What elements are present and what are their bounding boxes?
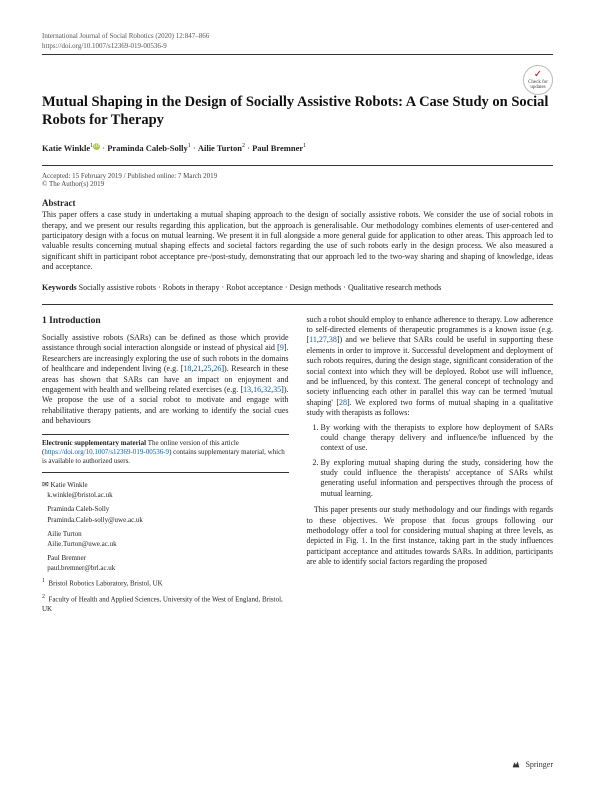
email-3[interactable]: Ailie.Turton@uwe.ac.uk <box>47 540 116 548</box>
article-title: Mutual Shaping in the Design of Socially… <box>42 93 553 129</box>
cite-38[interactable]: 38 <box>329 335 337 344</box>
author-2: Praminda Caleb-Solly <box>107 143 188 153</box>
abstract-heading: Abstract <box>42 198 553 208</box>
cite-32[interactable]: 32 <box>263 385 271 394</box>
abstract-text: This paper offers a case study in undert… <box>42 210 553 272</box>
author-4: Paul Bremner <box>252 143 303 153</box>
contact-box: ✉ Katie Winkle k.winkle@bristol.ac.uk Pr… <box>42 472 289 615</box>
email-4[interactable]: paul.bremner@brl.ac.uk <box>47 564 115 572</box>
author-contact-3: Ailie Turton Ailie.Turton@uwe.ac.uk <box>42 529 289 549</box>
supp-doi-link[interactable]: https://doi.org/10.1007/s12369-019-00536… <box>44 448 169 456</box>
top-rule <box>42 54 553 55</box>
keywords: Keywords Socially assistive robots · Rob… <box>42 283 553 292</box>
cite-35[interactable]: 35 <box>273 385 281 394</box>
orcid-icon[interactable]: iD <box>93 143 100 150</box>
cite-28[interactable]: 28 <box>339 398 347 407</box>
keywords-label: Keywords <box>42 283 77 292</box>
doi-link[interactable]: https://doi.org/10.1007/s12369-019-00536… <box>42 42 553 50</box>
intro-para-right: such a robot should employ to enhance ad… <box>307 315 554 419</box>
cite-27[interactable]: 27 <box>319 335 327 344</box>
envelope-icon: ✉ <box>42 480 49 489</box>
affiliation-2: 2 Faculty of Health and Applied Sciences… <box>42 593 289 615</box>
left-column: 1 Introduction Socially assistive robots… <box>42 315 289 615</box>
springer-horse-icon <box>511 759 521 769</box>
email-2[interactable]: Praminda.Caleb-solly@uwe.ac.uk <box>47 516 143 524</box>
right-column: such a robot should employ to enhance ad… <box>307 315 554 615</box>
cite-13[interactable]: 13 <box>243 385 251 394</box>
author-rule <box>42 165 553 166</box>
publisher-name: Springer <box>525 760 553 769</box>
email-1[interactable]: k.winkle@bristol.ac.uk <box>47 491 112 499</box>
publisher-footer: Springer <box>511 759 553 769</box>
author-1: Katie Winkle <box>42 143 90 153</box>
section-rule <box>42 304 553 305</box>
author-3: Ailie Turton <box>198 143 242 153</box>
list-item-2: By exploring mutual shaping during the s… <box>321 458 554 500</box>
corresponding-author: ✉ Katie Winkle k.winkle@bristol.ac.uk <box>42 479 289 501</box>
intro-para-right-2: This paper presents our study methodolog… <box>307 505 554 567</box>
badge-bottom: updates <box>524 85 552 90</box>
journal-header: International Journal of Social Robotics… <box>42 32 553 40</box>
list-item-1: By working with the therapists to explor… <box>321 423 554 454</box>
section-1-heading: 1 Introduction <box>42 315 289 327</box>
intro-para-left: Socially assistive robots (SARs) can be … <box>42 333 289 427</box>
supp-label: Electronic supplementary material <box>42 439 146 447</box>
copyright: © The Author(s) 2019 <box>42 180 553 188</box>
article-dates: Accepted: 15 February 2019 / Published o… <box>42 172 553 180</box>
mutual-shaping-list: By working with the therapists to explor… <box>307 423 554 500</box>
author-list: Katie Winkle1iD · Praminda Caleb-Solly1 … <box>42 143 553 153</box>
author-contact-4: Paul Bremner paul.bremner@brl.ac.uk <box>42 553 289 573</box>
affiliation-1: 1 Bristol Robotics Laboratory, Bristol, … <box>42 577 289 588</box>
author-contact-2: Praminda Caleb-Solly Praminda.Caleb-soll… <box>42 504 289 524</box>
cite-11[interactable]: 11 <box>309 335 317 344</box>
cite-16[interactable]: 16 <box>253 385 261 394</box>
supplementary-box: Electronic supplementary material The on… <box>42 434 289 465</box>
crossmark-badge[interactable]: ✓ Check for updates <box>523 65 553 95</box>
check-icon: ✓ <box>524 70 552 80</box>
keywords-list: Socially assistive robots · Robots in th… <box>79 283 442 292</box>
